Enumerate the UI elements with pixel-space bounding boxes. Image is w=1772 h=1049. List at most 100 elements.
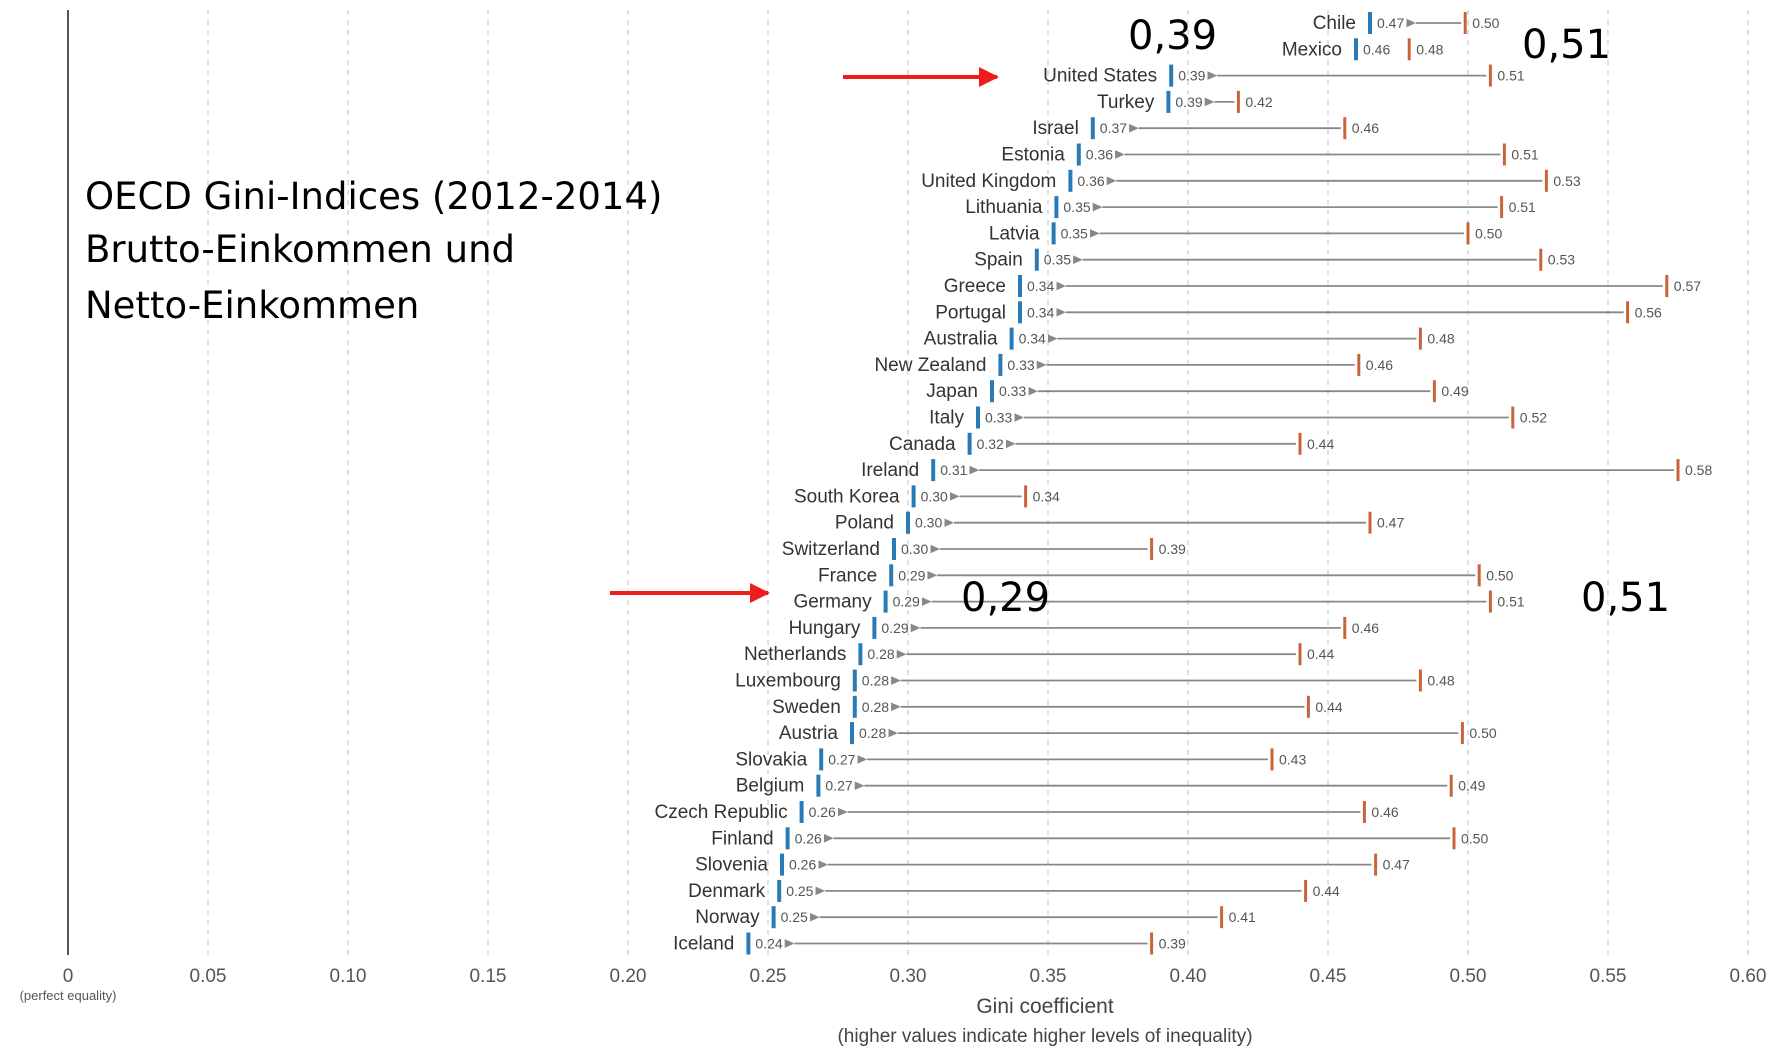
net-value-label: 0.30 <box>901 541 928 557</box>
net-marker <box>990 380 994 403</box>
gross-marker <box>1304 879 1308 902</box>
gross-marker <box>1626 301 1630 324</box>
x-tick-label: 0.50 <box>1450 966 1487 987</box>
net-value-label: 0.24 <box>755 936 782 952</box>
net-value-label: 0.28 <box>859 725 886 741</box>
country-row: Lithuania 0.35 0.51 <box>965 196 1536 219</box>
country-row: Finland 0.26 0.50 <box>711 827 1488 850</box>
gross-marker <box>1460 722 1464 745</box>
net-value-label: 0.26 <box>809 804 836 820</box>
net-value-label: 0.29 <box>893 594 920 610</box>
country-row: New Zealand 0.33 0.46 <box>874 353 1393 376</box>
gross-value-label: 0.50 <box>1475 225 1502 241</box>
net-value-label: 0.34 <box>1027 278 1054 294</box>
country-label: Czech Republic <box>655 802 788 823</box>
net-marker <box>1051 222 1056 245</box>
country-row: Belgium 0.27 0.49 <box>736 774 1486 797</box>
gross-marker <box>1665 275 1669 297</box>
net-marker <box>1090 117 1095 140</box>
country-row: Slovakia 0.27 0.43 <box>735 748 1306 771</box>
gross-value-label: 0.48 <box>1416 41 1443 57</box>
country-label: Finland <box>711 828 773 849</box>
x-tick-label: 0.20 <box>610 966 647 987</box>
country-row: Norway 0.25 0.41 <box>695 906 1256 929</box>
gross-value-label: 0.39 <box>1159 541 1186 557</box>
country-label: Estonia <box>1001 145 1065 166</box>
annotation-us-net: 0,39 <box>1128 13 1218 59</box>
net-marker <box>858 643 863 666</box>
net-value-label: 0.39 <box>1178 68 1205 84</box>
title-line-1: OECD Gini-Indices (2012-2014) <box>85 175 663 218</box>
country-label: Lithuania <box>965 197 1043 218</box>
country-label: Belgium <box>736 776 805 797</box>
net-value-label: 0.33 <box>985 410 1012 426</box>
net-marker <box>1068 169 1073 192</box>
net-marker <box>976 406 980 429</box>
net-value-label: 0.28 <box>862 699 889 715</box>
gross-marker <box>1676 459 1680 482</box>
gross-marker <box>1418 669 1422 692</box>
gross-value-label: 0.49 <box>1441 383 1468 399</box>
country-label: Turkey <box>1097 92 1155 113</box>
country-row: United States 0.39 0.51 <box>1043 64 1525 87</box>
country-row: Italy 0.33 0.52 <box>929 406 1547 429</box>
x-tick-label: 0.05 <box>190 966 227 987</box>
net-value-label: 0.34 <box>1019 331 1046 347</box>
annotation-us-gross: 0,51 <box>1522 22 1612 68</box>
country-row: Mexico 0.46 0.48 <box>1282 38 1444 61</box>
net-value-label: 0.36 <box>1077 173 1104 189</box>
country-row: Luxembourg 0.28 0.48 <box>735 669 1455 692</box>
country-row: Germany 0.29 0.51 <box>793 590 1525 613</box>
gross-marker <box>1024 485 1028 508</box>
gross-marker <box>1343 616 1347 639</box>
x-axis-subtitle: (higher values indicate higher levels of… <box>837 1026 1252 1047</box>
grid-lines <box>207 10 1749 955</box>
gross-value-label: 0.46 <box>1366 357 1393 373</box>
net-value-label: 0.46 <box>1363 41 1390 57</box>
country-label: Chile <box>1313 13 1356 34</box>
gross-value-label: 0.51 <box>1509 199 1536 215</box>
x-tick-label: 0.15 <box>470 966 507 987</box>
country-label: Mexico <box>1282 39 1342 60</box>
net-marker <box>1034 248 1039 271</box>
gross-value-label: 0.43 <box>1279 751 1306 767</box>
gross-value-label: 0.50 <box>1469 725 1496 741</box>
net-value-label: 0.47 <box>1377 15 1404 31</box>
net-value-label: 0.31 <box>940 462 967 478</box>
country-label: Slovakia <box>735 749 807 770</box>
country-row: Greece 0.34 0.57 <box>944 275 1701 297</box>
country-label: Iceland <box>673 934 734 955</box>
net-value-label: 0.28 <box>867 646 894 662</box>
gross-marker <box>1357 353 1361 376</box>
net-marker <box>850 722 854 745</box>
country-label: Latvia <box>989 223 1040 244</box>
country-label: Sweden <box>772 697 841 718</box>
x-tick-label: 0.55 <box>1590 966 1627 987</box>
net-marker <box>746 932 751 955</box>
gross-marker <box>1220 906 1224 929</box>
gross-value-label: 0.48 <box>1427 331 1454 347</box>
gross-marker <box>1343 117 1347 140</box>
country-label: Australia <box>924 329 998 350</box>
gross-value-label: 0.50 <box>1472 15 1499 31</box>
net-value-label: 0.28 <box>862 673 889 689</box>
net-marker <box>1076 143 1081 166</box>
country-row: Latvia 0.35 0.50 <box>989 222 1502 245</box>
gross-marker <box>1488 64 1492 87</box>
net-marker <box>777 879 782 902</box>
country-label: Switzerland <box>782 539 880 560</box>
country-row: Switzerland 0.30 0.39 <box>782 538 1186 560</box>
title-line-3: Netto-Einkommen <box>85 284 420 327</box>
gross-marker <box>1374 853 1378 876</box>
net-value-label: 0.26 <box>789 857 816 873</box>
net-value-label: 0.37 <box>1100 120 1127 136</box>
net-value-label: 0.35 <box>1044 252 1071 268</box>
net-marker <box>819 748 824 771</box>
gross-value-label: 0.48 <box>1427 673 1454 689</box>
x-tick-label: 0.60 <box>1730 966 1767 987</box>
country-label: United States <box>1043 66 1157 87</box>
net-marker <box>911 485 916 508</box>
gross-value-label: 0.51 <box>1497 594 1524 610</box>
gross-value-label: 0.44 <box>1307 646 1334 662</box>
country-label: Germany <box>793 592 872 613</box>
